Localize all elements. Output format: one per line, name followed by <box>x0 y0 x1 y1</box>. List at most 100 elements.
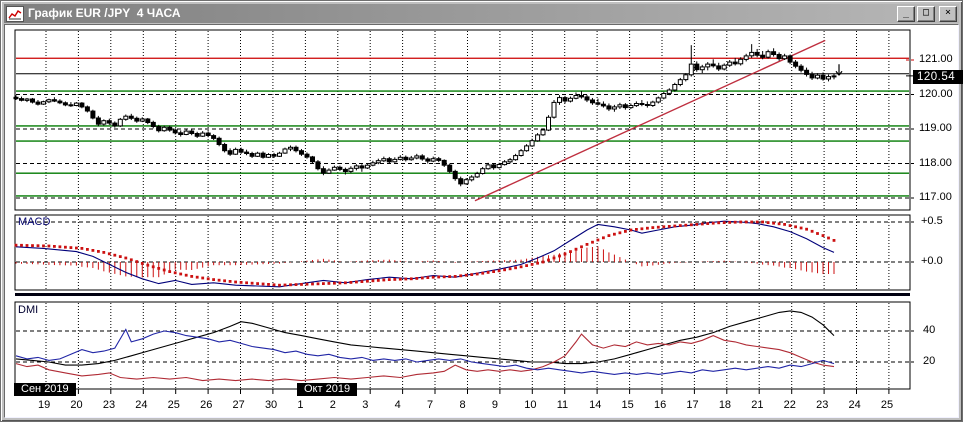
x-axis-label: 23 <box>102 399 116 411</box>
macd-signal-dot <box>530 263 534 266</box>
chart-app-icon <box>6 5 24 22</box>
macd-signal-dot <box>624 230 627 233</box>
candle-body <box>474 173 480 178</box>
candle-body <box>677 79 683 86</box>
candle-body <box>480 168 486 174</box>
candle-body <box>183 130 189 135</box>
macd-signal-dot <box>366 279 369 283</box>
candle-body <box>771 51 777 56</box>
window-title: График EUR /JPY 4 ЧАСА <box>28 6 181 20</box>
candle-body <box>106 120 112 124</box>
candle-body <box>288 146 293 150</box>
candle-body <box>705 63 711 68</box>
macd-signal-dot <box>799 226 803 230</box>
macd-signal-dot <box>442 275 446 279</box>
candle-body <box>326 169 332 174</box>
price-axis-label: 119.00 <box>919 122 952 134</box>
candle-body <box>375 160 381 164</box>
macd-signal-dot <box>195 275 199 279</box>
macd-signal-dot <box>118 255 122 258</box>
macd-signal-dot <box>426 276 430 279</box>
candle-body <box>392 158 398 163</box>
minimize-button[interactable]: _ <box>897 5 915 22</box>
candle-body <box>568 97 573 102</box>
macd-signal-dot <box>190 275 194 278</box>
candle-body <box>749 51 755 57</box>
candle-body <box>156 126 162 132</box>
candle-body <box>529 140 535 147</box>
dmi-panel-label: DMI <box>18 304 39 316</box>
macd-signal-dot <box>437 275 441 279</box>
macd-signal-dot <box>69 246 73 249</box>
candle-body <box>41 101 46 105</box>
candle-body <box>683 74 689 81</box>
candle-body <box>463 179 469 185</box>
candle-body <box>633 103 639 107</box>
macd-signal-dot <box>689 223 693 227</box>
candle-body <box>650 101 656 106</box>
candle-body <box>815 74 820 79</box>
candle-body <box>496 164 502 169</box>
candle-body <box>13 96 19 100</box>
candle-body <box>364 164 370 169</box>
price-axis-label: 118.00 <box>919 156 952 169</box>
macd-signal-dot <box>75 246 78 250</box>
macd-signal-dot <box>387 278 391 281</box>
candle-body <box>716 65 722 70</box>
macd-signal-dot <box>662 225 666 229</box>
candle-body <box>353 165 359 169</box>
candle-body <box>600 103 606 107</box>
candle-body <box>227 150 233 155</box>
candle-body <box>743 55 749 60</box>
close-button[interactable]: × <box>939 5 957 22</box>
dmi-adx-line <box>15 310 835 366</box>
candle-body <box>194 133 200 137</box>
candle-body <box>84 106 90 112</box>
macd-signal-dot <box>184 273 188 277</box>
macd-signal-dot <box>212 278 215 281</box>
macd-signal-dot <box>355 280 358 284</box>
macd-signal-dot <box>129 258 133 262</box>
candle-body <box>760 54 766 58</box>
candle-body <box>19 98 24 101</box>
candle-body <box>414 155 420 159</box>
macd-signal-dot <box>519 265 523 269</box>
candle-body <box>189 130 195 134</box>
macd-signal-dot <box>678 224 682 227</box>
candle-body <box>502 161 508 166</box>
macd-signal-dot <box>42 244 45 248</box>
candle-body <box>255 152 261 157</box>
candle-body <box>562 97 568 102</box>
candle-body <box>205 132 211 136</box>
macd-signal-dot <box>398 277 402 281</box>
candle-body <box>408 157 414 161</box>
macd-signal-dot <box>706 222 710 225</box>
macd-signal-dot <box>695 223 699 226</box>
x-axis-label: 23 <box>816 399 829 411</box>
x-axis-label: 8 <box>459 399 466 411</box>
macd-signal-dot <box>684 223 688 227</box>
macd-signal-dot <box>832 239 836 242</box>
macd-signal-dot <box>783 223 786 226</box>
macd-signal-dot <box>316 282 320 286</box>
candle-body <box>584 96 590 101</box>
chart-canvas[interactable] <box>5 25 960 419</box>
x-axis-label: 25 <box>167 399 180 411</box>
candle-body <box>540 129 546 136</box>
macd-signal-dot <box>739 220 743 224</box>
candle-body <box>238 148 244 153</box>
macd-signal-dot <box>728 221 732 224</box>
macd-signal-dot <box>278 283 281 287</box>
candle-body <box>249 153 255 157</box>
macd-signal-dot <box>283 283 287 287</box>
x-axis-label: 27 <box>232 399 245 411</box>
maximize-button[interactable]: □ <box>917 5 935 22</box>
macd-signal-dot <box>322 282 325 285</box>
candle-body <box>804 69 810 75</box>
title-bar[interactable]: График EUR /JPY 4 ЧАСА _ □ × <box>4 4 959 23</box>
macd-signal-dot <box>267 283 270 286</box>
macd-signal-dot <box>777 222 781 226</box>
macd-signal-dot <box>536 261 539 265</box>
macd-signal-dot <box>640 227 644 231</box>
x-axis-label: 4 <box>394 399 401 411</box>
